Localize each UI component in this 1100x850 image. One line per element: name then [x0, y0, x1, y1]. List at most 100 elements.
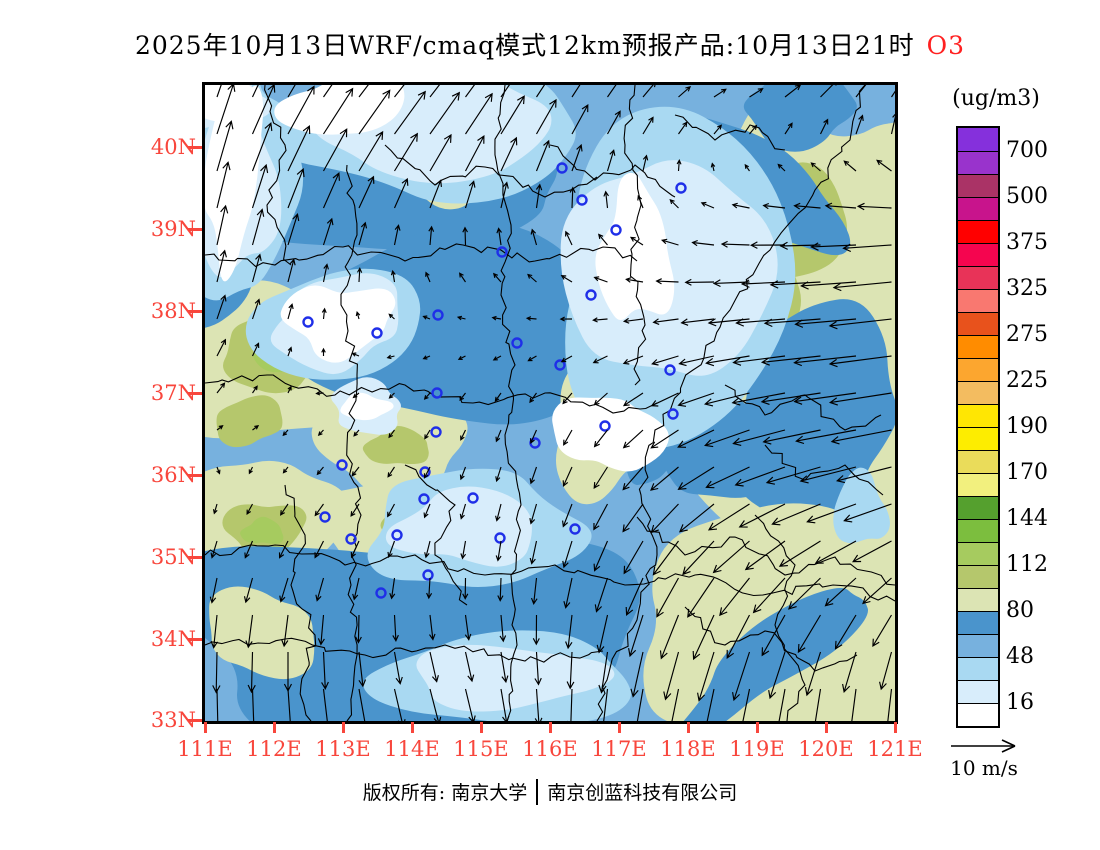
wind-arrow — [606, 110, 621, 135]
city-marker — [418, 493, 430, 505]
wind-arrow — [622, 317, 644, 324]
wind-arrow — [423, 503, 431, 519]
colorbar-segment — [958, 634, 998, 657]
wind-arrow — [622, 429, 644, 449]
wind-arrow — [571, 85, 581, 98]
wind-arrow — [429, 133, 452, 172]
wind-arrow — [251, 85, 276, 135]
wind-arrow — [497, 577, 504, 602]
wind-arrow — [592, 317, 608, 323]
wind-arrow — [819, 118, 829, 135]
wind-arrow — [423, 466, 431, 479]
wind-arrow — [424, 540, 431, 559]
lat-tick-mark — [188, 638, 202, 641]
wind-arrow — [388, 313, 395, 320]
wind-arrow — [569, 186, 576, 209]
wind-arrow — [855, 114, 864, 135]
colorbar-tick-label: 16 — [1006, 690, 1034, 715]
wind-arrow — [650, 429, 679, 449]
wind-arrow — [622, 466, 644, 491]
wind-arrow — [593, 540, 609, 572]
wind-arrow — [752, 577, 786, 614]
wind-arrow — [244, 540, 254, 559]
wind-arrow — [713, 124, 722, 135]
wind-arrow — [676, 159, 682, 172]
wind-arrow — [731, 392, 786, 406]
city-marker — [431, 387, 443, 399]
contour-region — [552, 397, 669, 472]
city-marker — [569, 523, 581, 535]
province-boundary — [284, 484, 317, 721]
contour-region — [205, 85, 255, 122]
wind-arrow — [351, 352, 360, 357]
wind-arrow — [565, 614, 573, 650]
lon-tick-label: 118E — [660, 737, 716, 761]
wind-arrow — [655, 278, 679, 285]
wind-arrow — [891, 90, 895, 98]
contour-region — [385, 486, 532, 567]
wind-arrow — [525, 316, 537, 321]
wind-arrow — [216, 688, 219, 721]
wind-arrow — [765, 466, 821, 485]
wind-arrow — [652, 540, 679, 576]
wind-arrow — [317, 429, 324, 437]
wind-arrow — [216, 425, 224, 431]
city-marker — [302, 316, 314, 328]
wind-arrow — [535, 183, 543, 209]
city-marker — [432, 309, 444, 321]
wind-arrow — [706, 688, 715, 721]
wind-arrow — [832, 281, 892, 292]
wind-arrow — [814, 688, 822, 721]
wind-arrow — [251, 342, 260, 357]
wind-arrow — [562, 466, 573, 487]
contour-region — [595, 172, 675, 321]
lon-tick-mark — [480, 722, 483, 733]
lon-tick-label: 114E — [384, 737, 440, 761]
wind-arrow — [350, 503, 360, 517]
wind-arrow — [456, 315, 466, 321]
wind-arrow — [799, 466, 857, 484]
colorbar-segment — [958, 381, 998, 404]
wind-arrow — [353, 429, 360, 437]
wind-arrow — [464, 688, 476, 721]
wind-arrow — [495, 429, 502, 443]
colorbar-segment — [958, 151, 998, 174]
wind-arrow — [281, 614, 289, 648]
wind-arrow — [464, 614, 472, 641]
contour-region — [743, 85, 857, 152]
wind-arrow — [393, 177, 409, 209]
colorbar-tick-label: 325 — [1006, 276, 1048, 301]
wind-arrow — [460, 540, 467, 560]
wind-arrow — [835, 466, 892, 484]
city-marker — [585, 289, 597, 301]
wind-arrow — [563, 577, 573, 609]
wind-arrow — [358, 175, 375, 209]
lon-tick-mark — [411, 722, 414, 733]
lat-tick-mark — [188, 719, 202, 722]
wind-arrow — [323, 87, 354, 135]
wind-arrow — [529, 503, 538, 525]
city-marker — [422, 569, 434, 581]
city-marker — [391, 529, 403, 541]
city-marker — [371, 327, 383, 339]
wind-arrow — [720, 240, 750, 248]
lon-tick-label: 117E — [591, 737, 647, 761]
wind-arrow — [872, 614, 892, 648]
colorbar-segment — [958, 565, 998, 588]
colorbar-tick-label: 700 — [1006, 138, 1048, 163]
wind-arrow — [562, 540, 573, 569]
wind-arrow — [216, 294, 227, 320]
wind-arrow — [677, 466, 715, 490]
province-boundary — [205, 374, 658, 414]
wind-arrow — [358, 130, 384, 172]
wind-arrow — [712, 540, 750, 574]
wind-arrow — [491, 315, 502, 321]
wind-arrow — [677, 429, 715, 448]
wind-arrow — [429, 614, 436, 641]
wind-arrow — [462, 226, 468, 246]
wind-arrow — [810, 162, 821, 172]
wind-arrow — [851, 688, 857, 721]
colorbar-segment — [958, 266, 998, 289]
lon-tick-label: 112E — [246, 737, 302, 761]
wind-arrow — [251, 688, 255, 721]
